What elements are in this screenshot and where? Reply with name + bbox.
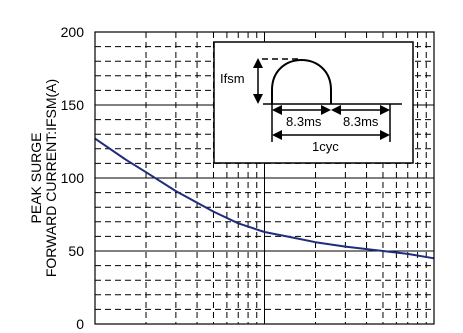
half-cycle-1-label: 8.3ms	[286, 114, 322, 129]
ifsm-arrow-up	[253, 58, 263, 68]
ifsm-arrow-down	[253, 94, 263, 104]
half-cycle-2-label: 8.3ms	[343, 114, 379, 129]
y-tick-label-50: 50	[68, 243, 84, 259]
plot-frame	[94, 31, 435, 325]
series-line	[94, 137, 435, 260]
half-cycle-2-arrow-right	[380, 105, 390, 115]
y-tick-label-150: 150	[61, 97, 85, 113]
y-tick-label-200: 200	[61, 24, 85, 40]
full-cycle-label: 1cyc	[312, 139, 339, 154]
y-axis-title-line1: PEAK SURGE	[28, 132, 44, 223]
y-tick-label-0: 0	[76, 316, 84, 332]
half-sine-pulse	[271, 59, 332, 104]
full-cycle-arrow-right	[380, 130, 390, 140]
y-tick-labels: 0 50 100 150 200	[61, 24, 85, 332]
y-axis-title-line2: FORWARD CURRENT:IFSM(A)	[43, 79, 59, 277]
half-cycle-2-arrow-left	[331, 105, 341, 115]
y-tick-label-100: 100	[61, 170, 85, 186]
ifsm-label: Ifsm	[220, 71, 245, 86]
full-cycle-arrow-left	[272, 130, 282, 140]
half-cycle-1-arrow-left	[272, 105, 282, 115]
y-axis-title: PEAK SURGE FORWARD CURRENT:IFSM(A)	[28, 79, 59, 277]
inset-diagram: Ifsm 8.3ms 8.3ms 1cyc	[213, 41, 414, 164]
half-cycle-1-arrow-right	[321, 105, 331, 115]
